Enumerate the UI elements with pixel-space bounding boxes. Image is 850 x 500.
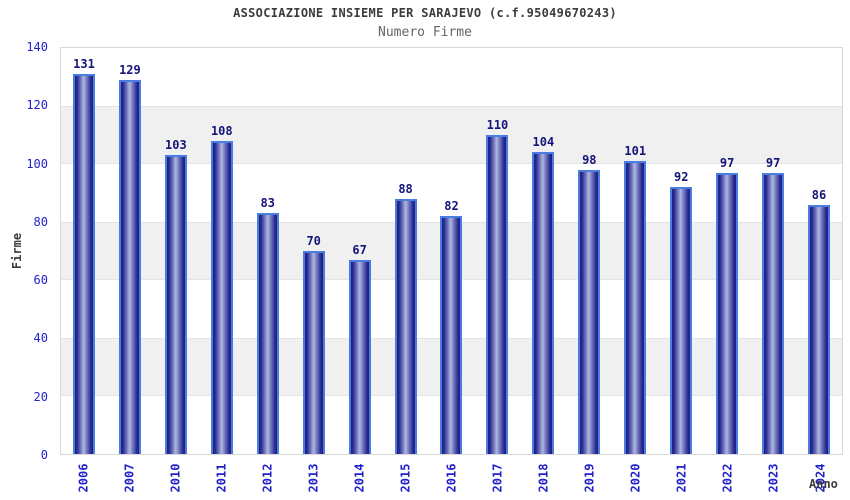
bar xyxy=(578,169,601,454)
y-tick-label: 20 xyxy=(33,389,48,404)
bar-value-label: 82 xyxy=(444,199,459,214)
bar-value-label: 86 xyxy=(811,187,827,202)
x-tick-label: 2020 xyxy=(628,463,643,493)
x-tick-label: 2010 xyxy=(168,463,183,493)
bar-value-label: 104 xyxy=(532,135,555,150)
bar xyxy=(808,204,831,454)
bar-slot: 86 xyxy=(796,48,842,454)
x-tick-label: 2023 xyxy=(766,463,781,493)
bar-value-label: 97 xyxy=(765,155,781,170)
x-tick-label: 2015 xyxy=(398,463,413,493)
x-tick-label: 2007 xyxy=(122,463,137,493)
bar-slot: 82 xyxy=(429,48,475,454)
plot-band xyxy=(61,48,842,106)
bar-value-label: 97 xyxy=(719,155,735,170)
x-axis-labels: 2006 2007 2010 2011 2012 2013 2014 2015 2016 2017… xyxy=(60,457,843,499)
y-tick-label: 0 xyxy=(40,448,48,462)
bar-value-label: 103 xyxy=(165,138,187,153)
bar-slot: 88 xyxy=(383,48,429,454)
x-tick-label: 2011 xyxy=(214,463,229,493)
plot-area: 131 129 103 108 83 70 67 88 82 110 104 98 101 92 97 97 8… xyxy=(60,47,843,455)
bar-slot: 98 xyxy=(566,48,612,454)
bar-slot: 110 xyxy=(474,48,520,454)
x-tick-label: 2021 xyxy=(674,463,689,493)
bar-value-label: 129 xyxy=(119,62,141,77)
x-axis-title: Anno xyxy=(809,477,838,491)
y-tick-label: 100 xyxy=(26,156,48,171)
bar-slot: 108 xyxy=(199,48,245,454)
bar-slot: 131 xyxy=(61,48,107,454)
x-tick-label: 2018 xyxy=(536,463,551,493)
bar-value-label: 131 xyxy=(73,57,95,72)
bar-slot: 92 xyxy=(658,48,704,454)
bar-slot: 83 xyxy=(245,48,291,454)
bar-value-label: 70 xyxy=(306,234,321,248)
chart-title: ASSOCIAZIONE INSIEME PER SARAJEVO (c.f.9… xyxy=(233,6,617,20)
bar xyxy=(394,198,417,454)
bar-value-label: 110 xyxy=(486,118,509,132)
bar-slot: 103 xyxy=(153,48,199,454)
bar xyxy=(670,187,693,454)
x-tick-label: 2017 xyxy=(490,463,505,493)
bar xyxy=(440,216,463,454)
y-tick-label: 60 xyxy=(33,273,48,288)
y-tick-label: 140 xyxy=(26,40,48,54)
bar-value-label: 98 xyxy=(582,152,597,167)
bar-slot: 101 xyxy=(612,48,658,454)
bar-slot: 129 xyxy=(107,48,153,454)
plot-band xyxy=(61,106,842,164)
bar xyxy=(532,152,555,454)
bar-value-label: 101 xyxy=(624,144,647,159)
bar xyxy=(256,213,279,454)
bar xyxy=(762,172,785,454)
chart-subtitle: Numero Firme xyxy=(378,25,472,40)
bar-slot: 104 xyxy=(520,48,566,454)
bar-slot: 70 xyxy=(291,48,337,454)
x-tick-label: 2022 xyxy=(720,463,735,493)
bar xyxy=(624,161,647,454)
bar-value-label: 108 xyxy=(210,123,233,138)
x-tick-label: 2019 xyxy=(582,463,597,493)
x-tick-label: 2006 xyxy=(76,463,91,493)
y-tick-label: 80 xyxy=(33,214,48,229)
bar xyxy=(716,172,739,454)
bar-value-label: 92 xyxy=(673,170,689,185)
bar-slot: 67 xyxy=(337,48,383,454)
y-axis-ticks: 0 20 40 60 80 100 120 140 xyxy=(0,40,48,462)
x-tick-label: 2013 xyxy=(306,463,321,493)
bar-value-label: 83 xyxy=(260,196,275,211)
x-tick-label: 2012 xyxy=(260,463,275,493)
y-tick-label: 40 xyxy=(33,331,48,346)
x-tick-label: 2014 xyxy=(352,463,367,493)
bar-slot: 97 xyxy=(704,48,750,454)
bar xyxy=(72,74,95,454)
x-tick-label: 2016 xyxy=(444,463,459,493)
bar xyxy=(118,79,141,454)
bar xyxy=(348,259,371,454)
plot-band xyxy=(61,164,842,222)
y-tick-label: 120 xyxy=(26,98,48,113)
bar xyxy=(164,155,187,454)
bar xyxy=(486,135,509,454)
bar xyxy=(210,140,233,454)
bar xyxy=(302,251,325,454)
bar-slot: 97 xyxy=(750,48,796,454)
bar-value-label: 67 xyxy=(352,242,367,257)
bar-value-label: 88 xyxy=(398,181,413,196)
